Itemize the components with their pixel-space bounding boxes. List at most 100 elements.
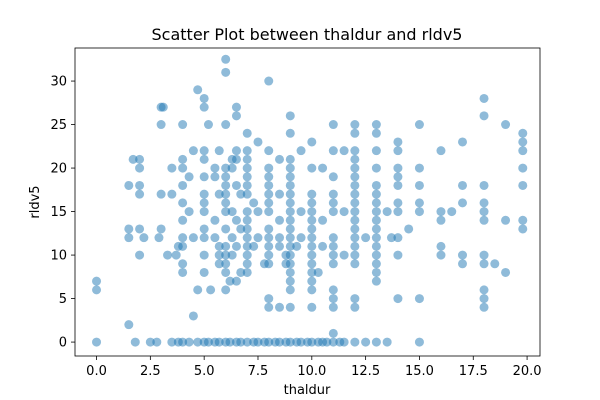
data-point [253, 337, 263, 347]
data-point [307, 250, 317, 260]
data-point [285, 302, 295, 312]
data-point [285, 198, 295, 208]
data-point [350, 233, 360, 243]
data-point [350, 207, 360, 217]
data-point [221, 120, 231, 130]
data-point [296, 207, 306, 217]
data-point [214, 250, 224, 260]
data-point [518, 137, 528, 147]
data-point [249, 198, 259, 208]
data-point [231, 154, 241, 164]
data-point [458, 137, 467, 147]
data-point [178, 215, 188, 225]
data-point [501, 215, 511, 225]
data-point [350, 189, 360, 199]
data-point [414, 120, 424, 130]
data-point [221, 163, 231, 173]
data-point [371, 207, 381, 217]
data-point [242, 163, 252, 173]
data-point [307, 233, 317, 243]
data-point [393, 163, 403, 173]
data-point [227, 207, 237, 217]
data-point [275, 154, 285, 164]
data-point [264, 302, 274, 312]
data-point [156, 224, 166, 234]
data-point [322, 337, 332, 347]
data-point [371, 146, 381, 156]
data-point [518, 146, 528, 156]
data-point [371, 224, 381, 234]
data-point [139, 233, 149, 243]
data-point [264, 241, 274, 251]
data-point [350, 180, 360, 190]
data-point [264, 172, 274, 182]
data-point [328, 189, 338, 199]
data-point [479, 207, 489, 217]
x-tick-label: 12.5 [351, 364, 380, 379]
data-point [221, 259, 231, 269]
data-point [199, 198, 209, 208]
data-point [221, 198, 231, 208]
data-point [193, 285, 203, 295]
data-point [199, 172, 209, 182]
data-point [307, 215, 317, 225]
data-point [231, 180, 241, 190]
data-point [199, 267, 209, 277]
data-point [371, 120, 381, 130]
data-point [130, 337, 140, 347]
data-point [518, 128, 528, 138]
data-point [371, 163, 381, 173]
data-point [221, 250, 231, 260]
data-point [199, 189, 209, 199]
data-point [350, 120, 360, 130]
data-point [264, 198, 274, 208]
data-point [350, 259, 360, 269]
data-point [221, 54, 231, 64]
data-point [296, 337, 306, 347]
data-point [371, 180, 381, 190]
x-tick-label: 5.0 [194, 364, 215, 379]
data-point [285, 154, 295, 164]
data-point [313, 267, 323, 277]
data-point [307, 276, 317, 286]
data-point [393, 180, 403, 190]
data-point [231, 276, 241, 286]
data-point [214, 241, 224, 251]
data-point [285, 215, 295, 225]
data-point [124, 233, 134, 243]
x-tick-label: 2.5 [140, 364, 161, 379]
data-point [92, 276, 102, 286]
data-point [178, 241, 188, 251]
data-point [307, 224, 317, 234]
data-point [92, 337, 102, 347]
data-point [371, 215, 381, 225]
data-point [236, 189, 246, 199]
data-point [404, 224, 414, 234]
data-point [214, 189, 224, 199]
data-point [479, 259, 489, 269]
data-point [350, 337, 360, 347]
y-axis-ticks: 0 5 10 15 20 25 30 [50, 75, 75, 351]
data-point [242, 259, 252, 269]
data-point [264, 163, 274, 173]
data-point [414, 294, 424, 304]
data-point [193, 337, 203, 347]
data-point [214, 146, 224, 156]
data-point [393, 137, 403, 147]
data-point [264, 337, 274, 347]
data-point [350, 172, 360, 182]
data-point [307, 137, 317, 147]
data-point [188, 146, 198, 156]
data-point [436, 241, 446, 251]
data-point [479, 302, 489, 312]
data-point [350, 198, 360, 208]
data-point [307, 285, 317, 295]
y-tick-label: 0 [59, 336, 67, 351]
data-point [225, 337, 235, 347]
data-point [285, 276, 295, 286]
data-point [393, 233, 403, 243]
data-point [350, 128, 360, 138]
data-point [350, 154, 360, 164]
x-tick-label: 20.0 [513, 364, 542, 379]
